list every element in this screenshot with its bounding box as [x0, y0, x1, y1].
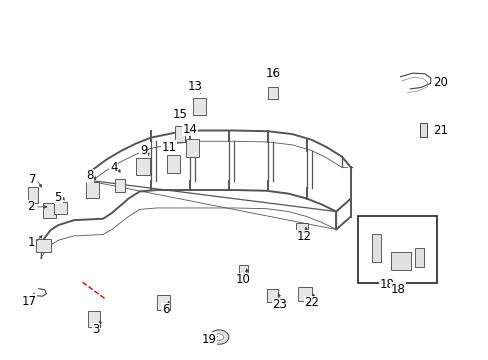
Text: 17: 17 — [21, 295, 37, 308]
Text: 2: 2 — [27, 201, 35, 213]
FancyBboxPatch shape — [174, 126, 185, 142]
Text: 21: 21 — [432, 124, 447, 137]
FancyBboxPatch shape — [85, 182, 99, 198]
FancyBboxPatch shape — [298, 287, 311, 301]
Text: 15: 15 — [172, 108, 187, 121]
Text: 16: 16 — [264, 67, 280, 80]
FancyBboxPatch shape — [267, 87, 277, 99]
Text: 1: 1 — [27, 236, 35, 249]
FancyBboxPatch shape — [186, 139, 199, 157]
Text: 23: 23 — [272, 298, 286, 311]
Text: 10: 10 — [236, 273, 250, 286]
FancyBboxPatch shape — [238, 265, 248, 276]
Text: 6: 6 — [162, 303, 169, 316]
FancyBboxPatch shape — [192, 98, 206, 115]
FancyBboxPatch shape — [115, 179, 124, 192]
Text: 20: 20 — [432, 76, 447, 89]
Text: 18: 18 — [389, 283, 404, 296]
FancyBboxPatch shape — [414, 248, 423, 267]
FancyBboxPatch shape — [54, 202, 66, 215]
FancyBboxPatch shape — [390, 252, 410, 270]
Text: 5: 5 — [55, 191, 62, 204]
Text: 8: 8 — [86, 169, 93, 182]
Text: 22: 22 — [304, 296, 319, 309]
FancyBboxPatch shape — [136, 158, 150, 175]
Circle shape — [214, 334, 223, 340]
Text: 14: 14 — [182, 122, 197, 136]
FancyBboxPatch shape — [357, 216, 436, 283]
FancyBboxPatch shape — [166, 155, 179, 173]
FancyBboxPatch shape — [27, 187, 38, 203]
Text: 18: 18 — [379, 278, 393, 291]
Text: 11: 11 — [162, 140, 177, 153]
Circle shape — [209, 330, 228, 344]
Text: 9: 9 — [140, 144, 147, 157]
FancyBboxPatch shape — [36, 239, 51, 252]
Text: 13: 13 — [187, 80, 202, 93]
FancyBboxPatch shape — [157, 296, 169, 310]
Text: 3: 3 — [92, 323, 99, 336]
Text: 4: 4 — [110, 161, 117, 174]
FancyBboxPatch shape — [267, 289, 278, 302]
Text: 7: 7 — [29, 173, 36, 186]
Text: 19: 19 — [202, 333, 217, 346]
FancyBboxPatch shape — [371, 234, 380, 262]
FancyBboxPatch shape — [419, 123, 426, 137]
Text: 12: 12 — [296, 230, 311, 243]
FancyBboxPatch shape — [88, 311, 100, 327]
FancyBboxPatch shape — [42, 203, 56, 218]
FancyBboxPatch shape — [296, 223, 307, 236]
